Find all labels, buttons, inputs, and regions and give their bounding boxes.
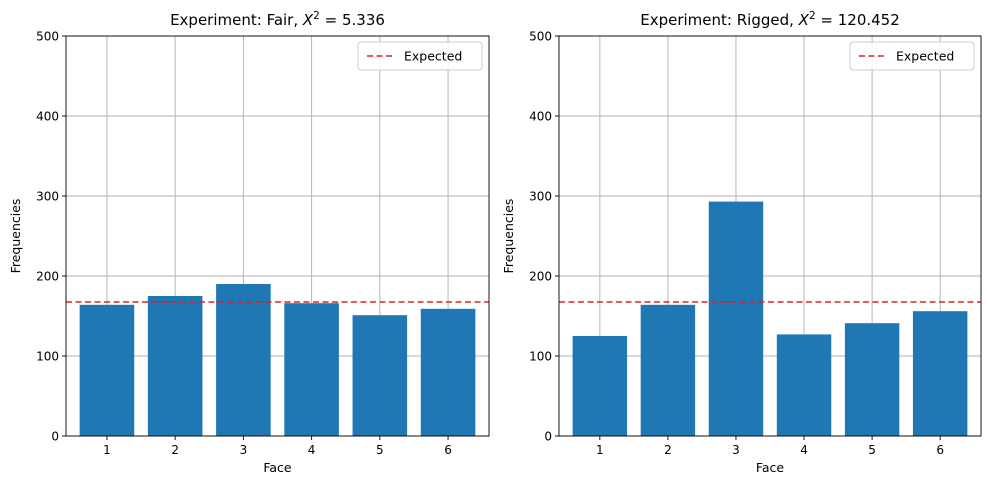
x-tick-label: 1: [596, 443, 604, 457]
bar-face-6: [420, 308, 476, 436]
x-tick-label: 4: [800, 443, 808, 457]
bar-face-3: [708, 201, 764, 436]
y-tick-label: 500: [529, 29, 552, 43]
y-tick-label: 400: [529, 109, 552, 123]
axes-frame: [65, 35, 490, 437]
y-tick-label: 100: [36, 349, 59, 363]
y-tick-label: 400: [36, 109, 59, 123]
y-tick-label: 200: [36, 269, 59, 283]
x-tick-label: 6: [444, 443, 452, 457]
x-tick-label: 4: [308, 443, 316, 457]
x-tick-label: 3: [240, 443, 248, 457]
chart-title: Experiment: Rigged, X2 = 120.452: [640, 10, 900, 29]
bar-face-3: [216, 284, 271, 436]
bar-face-5: [844, 323, 900, 436]
x-tick-label: 5: [868, 443, 876, 457]
x-tick-label: 1: [103, 443, 111, 457]
y-tick-label: 300: [529, 189, 552, 203]
bar-face-1: [572, 336, 628, 436]
x-tick-label: 2: [664, 443, 672, 457]
bar-face-2: [147, 296, 203, 436]
legend-box: [357, 41, 483, 71]
bar-face-2: [640, 304, 696, 436]
x-tick-label: 6: [936, 443, 944, 457]
bar-face-4: [284, 303, 339, 436]
y-axis-label: Frequencies: [8, 199, 23, 274]
y-tick-label: 300: [36, 189, 59, 203]
bar-face-6: [912, 311, 968, 436]
bar-face-5: [352, 315, 408, 436]
y-tick-label: 0: [51, 429, 59, 443]
x-axis-label: Face: [263, 460, 292, 475]
bar-face-1: [79, 304, 135, 436]
legend-box: [849, 41, 975, 71]
chart-panel-fair: 0 100 200 300 400 500 1 2 3 4 5 6 Face Frequencies Exp…: [8, 10, 490, 475]
x-tick-label: 5: [376, 443, 384, 457]
x-tick-label: 2: [171, 443, 179, 457]
legend-label-expected: Expected: [404, 49, 462, 64]
bar-face-4: [776, 334, 832, 436]
chart-panel-rigged: 0 100 200 300 400 500 1 2 3 4 5 6 Face Frequencies Exp…: [501, 10, 982, 475]
y-axis-label: Frequencies: [501, 199, 516, 274]
y-tick-label: 0: [544, 429, 552, 443]
chart-title: Experiment: Fair, X2 = 5.336: [170, 10, 385, 29]
axes-frame: [558, 35, 982, 437]
x-tick-label: 3: [732, 443, 740, 457]
y-tick-label: 500: [36, 29, 59, 43]
legend-label-expected: Expected: [896, 49, 954, 64]
y-tick-label: 200: [529, 269, 552, 283]
x-axis-label: Face: [756, 460, 785, 475]
y-tick-label: 100: [529, 349, 552, 363]
